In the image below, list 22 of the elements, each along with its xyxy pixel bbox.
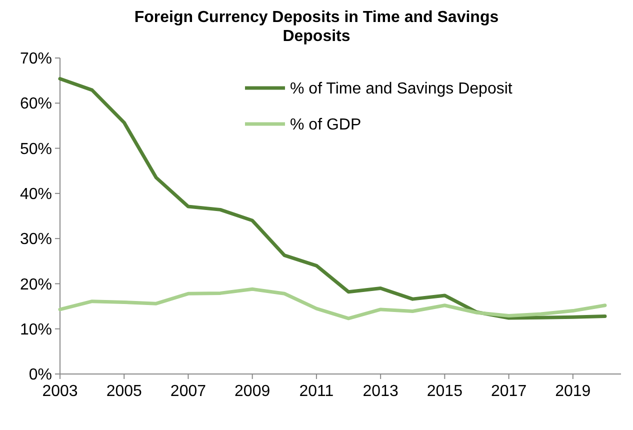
x-tick-label: 2007 [170,383,206,400]
chart-title: Foreign Currency Deposits in Time and Savings Deposits [134,9,499,45]
y-tick-label: 60% [20,96,52,113]
x-tick-label: 2017 [491,383,527,400]
y-tick-label: 70% [20,50,52,68]
y-tick-label: 50% [20,140,52,158]
x-tick-label: 2015 [426,383,463,400]
line-series [58,77,607,320]
legend-label: % of GDP [290,116,362,134]
y-tick-label: 40% [20,186,52,204]
x-tick-label: 2011 [299,383,334,400]
line-series [58,287,607,320]
x-tick-label: 2019 [555,383,591,400]
y-tick-label: 30% [20,231,52,248]
x-tick-label: 2005 [106,383,142,400]
y-tick-label: 0% [28,366,52,384]
x-tick-label: 2003 [42,383,78,400]
y-tick-label: 20% [20,276,52,294]
x-tick-label: 2013 [362,383,398,400]
x-tick-label: 2009 [234,383,270,400]
legend-label: % of Time and Savings Deposit [290,80,513,98]
y-tick-label: 10% [20,321,52,338]
